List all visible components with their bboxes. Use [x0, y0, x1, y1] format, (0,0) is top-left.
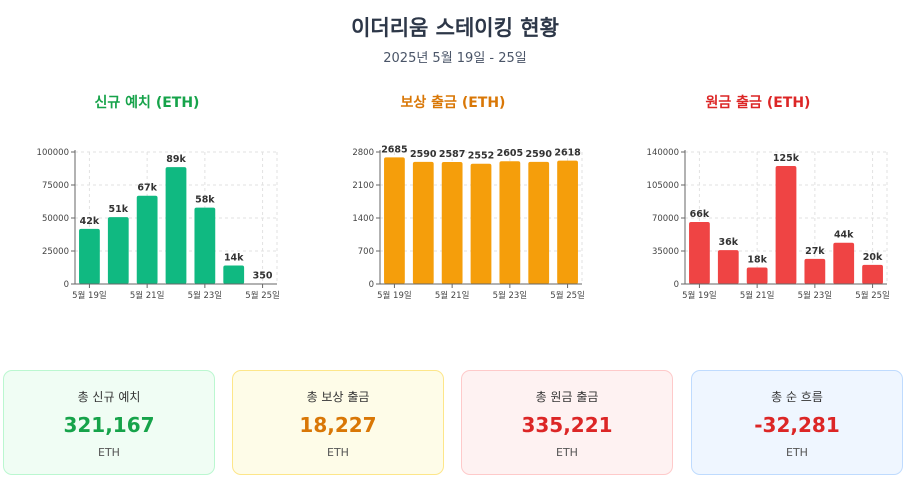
bar-value-label: 66k — [690, 209, 710, 220]
summary-card-unit: ETH — [556, 446, 578, 459]
x-tick-label: 5월 23일 — [493, 290, 528, 301]
bar-value-label: 2605 — [497, 148, 523, 159]
bar[interactable] — [833, 242, 855, 284]
summary-card-deposit: 총 신규 예치 321,167 ETH — [3, 370, 215, 475]
y-tick-label: 35000 — [652, 247, 679, 257]
bar-value-label: 27k — [805, 246, 825, 257]
y-tick-label: 70000 — [652, 214, 679, 224]
bar[interactable] — [194, 207, 216, 284]
bar[interactable] — [412, 161, 434, 284]
y-tick-label: 25000 — [42, 247, 69, 257]
x-tick-label: 5월 19일 — [72, 290, 107, 301]
x-tick-label: 5월 23일 — [188, 290, 223, 301]
bar-value-label: 67k — [137, 183, 157, 194]
summary-card-unit: ETH — [327, 446, 349, 459]
bar-value-label: 58k — [195, 195, 215, 206]
summary-card-principal: 총 원금 출금 335,221 ETH — [461, 370, 673, 475]
x-tick-label: 5월 21일 — [435, 290, 470, 301]
y-tick-label: 75000 — [42, 181, 69, 191]
bar[interactable] — [499, 161, 521, 284]
summary-card-value: 321,167 — [63, 413, 155, 437]
bar[interactable] — [689, 221, 710, 284]
y-tick-label: 140000 — [647, 148, 679, 158]
bar[interactable] — [441, 162, 463, 284]
bar[interactable] — [223, 265, 245, 284]
bar[interactable] — [557, 160, 578, 284]
bar[interactable] — [528, 161, 550, 284]
y-tick-label: 1400 — [352, 214, 374, 224]
y-tick-label: 0 — [64, 280, 69, 290]
x-tick-label: 5월 25일 — [550, 290, 585, 301]
summary-card-net-flow: 총 순 흐름 -32,281 ETH — [691, 370, 903, 475]
bar[interactable] — [775, 166, 797, 284]
bar[interactable] — [717, 250, 739, 284]
bar-value-label: 2587 — [439, 149, 465, 160]
bar-value-label: 44k — [834, 230, 854, 241]
summary-card-label: 총 순 흐름 — [771, 390, 823, 404]
y-tick-label: 2800 — [352, 148, 374, 158]
summary-card-label: 총 보상 출금 — [306, 390, 370, 404]
bar-value-label: 2590 — [410, 149, 437, 160]
bar[interactable] — [804, 258, 826, 284]
bar-value-label: 20k — [863, 252, 883, 263]
x-tick-label: 5월 25일 — [245, 290, 280, 301]
summary-card-unit: ETH — [98, 446, 120, 459]
bar-value-label: 18k — [747, 255, 767, 266]
summary-card-value: -32,281 — [754, 413, 840, 437]
y-tick-label: 700 — [358, 247, 374, 257]
principal-bar-chart: 0 35000 70000 105000 140000 5월 19일 5월 21일 5월 23… — [647, 148, 890, 301]
x-tick-label: 5월 19일 — [682, 290, 717, 301]
y-tick-label: 0 — [369, 280, 374, 290]
page-subtitle: 2025년 5월 19일 - 25일 — [383, 51, 527, 66]
y-tick-label: 50000 — [42, 214, 69, 224]
bar[interactable] — [746, 267, 768, 285]
x-tick-label: 5월 25일 — [855, 290, 890, 301]
bar[interactable] — [79, 228, 100, 284]
deposit-chart-title: 신규 예치 (ETH) — [94, 95, 200, 111]
bar-value-label: 2590 — [525, 149, 552, 160]
bar-value-label: 350 — [253, 271, 273, 282]
bar[interactable] — [470, 163, 492, 284]
reward-bar-chart: 0 700 1400 2100 2800 5월 19일 5월 21일 5월 23일 5월 25일… — [352, 144, 585, 301]
y-tick-label: 100000 — [37, 148, 69, 158]
x-tick-label: 5월 21일 — [130, 290, 165, 301]
bar[interactable] — [862, 264, 883, 284]
bar-value-label: 14k — [224, 253, 244, 264]
x-tick-label: 5월 23일 — [798, 290, 833, 301]
bar-value-label: 42k — [80, 216, 100, 227]
y-tick-label: 105000 — [647, 181, 679, 191]
page-title: 이더리움 스테이킹 현황 — [351, 16, 559, 40]
x-tick-label: 5월 21일 — [740, 290, 775, 301]
bar[interactable] — [165, 167, 187, 284]
summary-card-label: 총 원금 출금 — [535, 390, 599, 404]
x-tick-label: 5월 19일 — [377, 290, 412, 301]
summary-card-unit: ETH — [786, 446, 808, 459]
summary-card-value: 18,227 — [299, 413, 377, 437]
principal-chart-title: 원금 출금 (ETH) — [705, 95, 811, 111]
bar-value-label: 89k — [166, 154, 186, 165]
bar-value-label: 2685 — [381, 144, 407, 155]
bar[interactable] — [107, 217, 129, 284]
summary-card-value: 335,221 — [521, 413, 613, 437]
bar-value-label: 2552 — [468, 151, 494, 162]
bar-value-label: 2618 — [554, 148, 581, 159]
bar-value-label: 51k — [109, 204, 129, 215]
deposit-bar-chart: 0 25000 50000 75000 100000 5월 19일 5월 21일 5월 23일… — [37, 148, 280, 301]
bar[interactable] — [384, 157, 405, 284]
bar-value-label: 125k — [773, 153, 800, 164]
summary-card-label: 총 신규 예치 — [77, 390, 141, 404]
reward-chart-title: 보상 출금 (ETH) — [400, 95, 506, 111]
bar[interactable] — [136, 195, 158, 284]
y-tick-label: 2100 — [352, 181, 374, 191]
bar-value-label: 36k — [719, 237, 739, 248]
summary-card-reward: 총 보상 출금 18,227 ETH — [232, 370, 444, 475]
y-tick-label: 0 — [674, 280, 679, 290]
